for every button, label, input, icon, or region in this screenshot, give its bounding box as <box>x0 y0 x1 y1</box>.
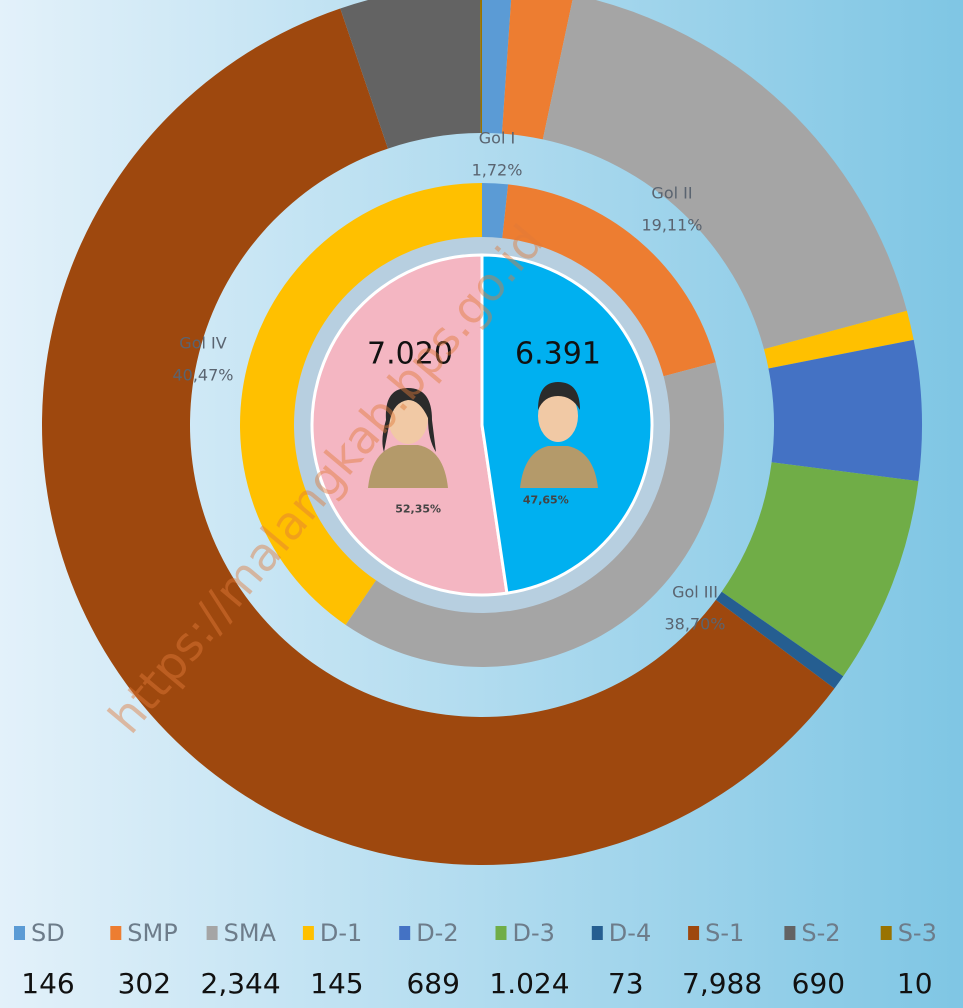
legend-swatch <box>14 926 25 940</box>
percent-label: 19,11% <box>641 216 702 235</box>
legend-label: SMA <box>224 919 277 947</box>
donut-segment <box>768 339 922 482</box>
legend-swatch <box>495 926 507 940</box>
legend-label: D-4 <box>609 919 651 947</box>
female-icon <box>368 388 448 488</box>
category-label: Gol I <box>479 129 515 148</box>
value-label: 146 <box>21 967 74 1000</box>
donut-segment <box>721 462 919 677</box>
category-label: Gol IV <box>179 334 226 353</box>
legend-swatch <box>688 926 700 940</box>
category-label: Gol II <box>651 184 692 203</box>
donut-segment <box>480 0 482 134</box>
legend-swatch <box>591 926 603 940</box>
legend-swatch <box>880 926 892 940</box>
percent-label: 47,65% <box>523 493 569 506</box>
legend-label: SMP <box>127 919 177 947</box>
legend-label: D-1 <box>320 919 362 947</box>
count-label: 6.391 <box>515 337 601 372</box>
value-label: 10 <box>897 967 933 1000</box>
male-icon <box>520 382 598 488</box>
percent-label: 1,72% <box>472 161 523 180</box>
legend-label: S-3 <box>898 919 937 947</box>
value-label: 302 <box>118 967 171 1000</box>
value-label: 689 <box>406 967 459 1000</box>
count-label: 7.020 <box>367 337 453 372</box>
legend-label: S-1 <box>705 919 744 947</box>
donut-segment <box>345 362 724 667</box>
donut-segment <box>42 8 835 865</box>
percent-label: 40,47% <box>172 366 233 385</box>
percent-label: 38,70% <box>664 615 725 634</box>
donut-segment <box>715 591 844 689</box>
donut-segment <box>240 183 482 625</box>
donut-segment <box>763 310 914 369</box>
value-label: 73 <box>608 967 644 1000</box>
legend-swatch <box>302 926 314 940</box>
value-label: 145 <box>310 967 363 1000</box>
donut-segment <box>542 0 907 350</box>
donut-segment <box>502 184 716 377</box>
legend-label: S-2 <box>801 919 840 947</box>
donut-segment <box>482 183 509 239</box>
legend-swatch <box>206 926 218 940</box>
value-label: 1.024 <box>489 967 569 1000</box>
percent-label: 52,35% <box>395 503 441 516</box>
value-label: 2,344 <box>201 967 281 1000</box>
legend-label: D-2 <box>416 919 458 947</box>
legend-swatch <box>784 926 796 940</box>
category-label: Gol III <box>672 583 718 602</box>
legend-swatch <box>110 926 122 940</box>
legend-label: SD <box>31 919 65 947</box>
value-label: 690 <box>792 967 845 1000</box>
donut-segment <box>482 0 512 134</box>
legend-label: D-3 <box>513 919 555 947</box>
charts: SD 146 SMP 302 SMA 2,344 D-1 145 D-2 689 D-3 1.024 D… <box>14 0 937 1000</box>
legend-swatch <box>399 926 411 940</box>
donut-segment <box>340 0 481 149</box>
donut-segment <box>501 0 573 140</box>
value-label: 7,988 <box>682 967 762 1000</box>
